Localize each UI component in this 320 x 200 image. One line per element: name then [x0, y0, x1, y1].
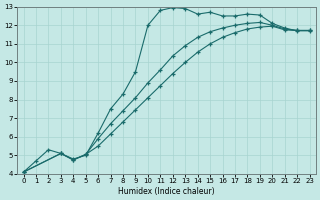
X-axis label: Humidex (Indice chaleur): Humidex (Indice chaleur) — [118, 187, 215, 196]
